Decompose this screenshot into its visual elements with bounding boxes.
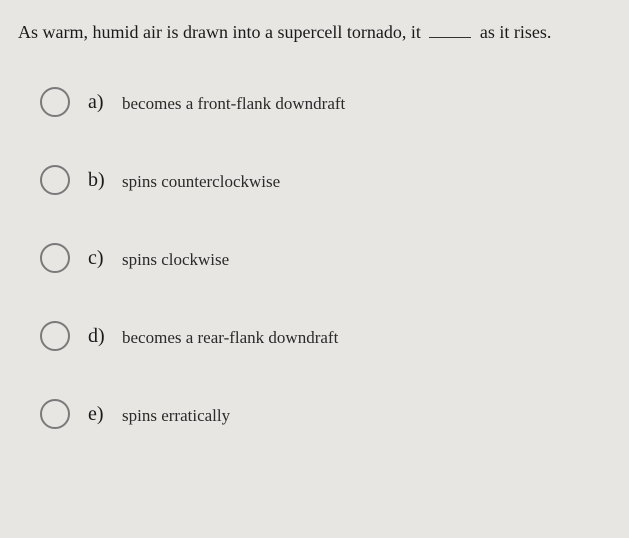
option-text: spins erratically — [122, 403, 230, 426]
option-text: becomes a rear-flank downdraft — [122, 325, 338, 348]
radio-icon[interactable] — [40, 165, 70, 195]
radio-icon[interactable] — [40, 399, 70, 429]
option-letter: a) — [88, 91, 112, 114]
option-text: spins clockwise — [122, 247, 229, 270]
option-letter: e) — [88, 403, 112, 426]
option-a[interactable]: a) becomes a front-flank downdraft — [18, 87, 611, 117]
option-letter: d) — [88, 325, 112, 348]
radio-icon[interactable] — [40, 321, 70, 351]
question-stem: As warm, humid air is drawn into a super… — [18, 20, 611, 45]
option-e[interactable]: e) spins erratically — [18, 399, 611, 429]
option-text: becomes a front-flank downdraft — [122, 91, 345, 114]
option-b[interactable]: b) spins counterclockwise — [18, 165, 611, 195]
option-d[interactable]: d) becomes a rear-flank downdraft — [18, 321, 611, 351]
option-c[interactable]: c) spins clockwise — [18, 243, 611, 273]
blank-line — [429, 37, 471, 38]
option-letter: c) — [88, 247, 112, 270]
question-suffix: as it rises. — [480, 22, 552, 42]
radio-icon[interactable] — [40, 87, 70, 117]
option-text: spins counterclockwise — [122, 169, 280, 192]
radio-icon[interactable] — [40, 243, 70, 273]
question-prefix: As warm, humid air is drawn into a super… — [18, 22, 421, 42]
option-letter: b) — [88, 169, 112, 192]
